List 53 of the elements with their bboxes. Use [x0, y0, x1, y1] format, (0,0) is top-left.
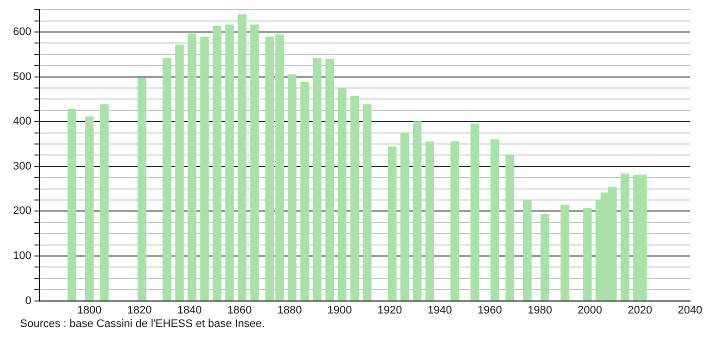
bar — [583, 208, 592, 301]
source-note: Sources : base Cassini de l'EHESS et base Insee. — [20, 318, 266, 330]
bar — [325, 59, 334, 301]
bar — [450, 141, 460, 301]
bar — [188, 33, 196, 301]
bar — [138, 78, 146, 301]
bar — [288, 74, 296, 301]
x-tick-label: 1880 — [277, 304, 302, 316]
y-tick-label: 500 — [12, 70, 32, 83]
x-tick-label: 2000 — [578, 304, 602, 316]
x-tick-label: 1800 — [77, 304, 102, 316]
bar — [300, 82, 309, 301]
bar — [200, 36, 209, 301]
x-tick-label: 2020 — [628, 304, 652, 316]
x-tick-label: 1960 — [478, 304, 502, 316]
bar — [175, 44, 184, 301]
bar — [388, 146, 397, 301]
bar — [250, 24, 259, 301]
bar — [523, 200, 532, 301]
x-tick-label: 1820 — [127, 304, 152, 316]
bar — [350, 96, 359, 301]
bar — [425, 141, 434, 301]
x-tick-label: 1840 — [177, 304, 202, 316]
y-tick-label: 600 — [12, 26, 32, 38]
y-tick-label: 400 — [12, 116, 32, 128]
bar — [400, 132, 410, 301]
bar — [338, 88, 346, 301]
bar — [312, 58, 322, 301]
y-tick-label: 0 — [25, 294, 32, 307]
y-tick-label: 100 — [12, 250, 32, 262]
x-tick-label: 1980 — [528, 304, 552, 316]
x-tick-label: 2040 — [678, 304, 702, 316]
x-tick-label: 1860 — [227, 304, 252, 316]
bar — [540, 214, 550, 301]
bar — [212, 26, 222, 301]
bar — [85, 116, 94, 301]
bar — [560, 204, 570, 301]
bar — [238, 14, 246, 301]
bar — [490, 139, 500, 301]
x-tick-label: 1940 — [428, 304, 452, 316]
bar — [162, 58, 172, 301]
bar — [470, 124, 480, 301]
bar — [362, 104, 372, 301]
bar — [68, 108, 76, 301]
bar — [100, 104, 109, 301]
y-tick-label: 300 — [12, 160, 32, 172]
x-tick-label: 1920 — [377, 304, 402, 316]
bar — [412, 121, 422, 301]
bar — [505, 154, 514, 301]
x-tick-label: 1900 — [327, 304, 352, 316]
y-tick-label: 200 — [12, 205, 32, 218]
bar — [620, 174, 630, 301]
bar — [225, 24, 234, 301]
